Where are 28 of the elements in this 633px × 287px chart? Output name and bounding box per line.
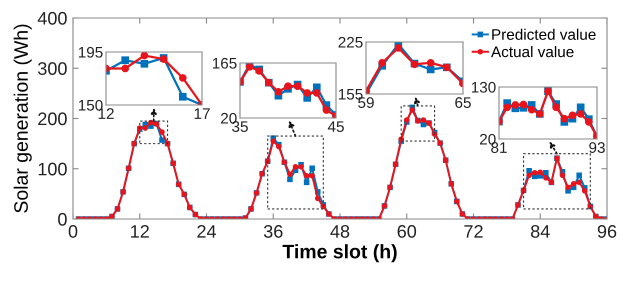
y-tick-label: 195 (78, 46, 103, 58)
x-tick-label: 65 (455, 97, 471, 108)
x-tick-label: 93 (589, 142, 605, 153)
y-tick-label: 200 (38, 112, 67, 126)
y-tick-label: 0 (58, 212, 67, 226)
y-tick-label: 130 (472, 82, 496, 93)
legend-label: Actual value (491, 46, 574, 58)
x-tick-label: 60 (398, 225, 416, 238)
legend-label: Predicted value (492, 28, 596, 40)
x-tick-label: 72 (464, 225, 483, 238)
y-tick-label: 100 (38, 162, 67, 176)
x-tick-label: 81 (491, 142, 507, 153)
x-tick-label: 12 (131, 225, 149, 238)
x-tick-label: 17 (194, 108, 210, 119)
x-tick-label: 24 (197, 225, 216, 238)
x-tick-label: 0 (68, 225, 78, 238)
y-tick-label: 400 (38, 12, 67, 25)
y-tick-label: 300 (38, 62, 67, 75)
y-axis-title: Solar generation (Wh) (14, 24, 32, 213)
y-tick-label: 225 (338, 36, 363, 48)
y-tick-label: 165 (212, 58, 237, 69)
x-tick-label: 84 (530, 225, 550, 238)
y-tick-label: 20 (480, 134, 496, 145)
x-tick-label: 36 (264, 225, 282, 238)
x-tick-label: 45 (328, 121, 344, 132)
x-tick-label: 96 (598, 225, 616, 238)
x-tick-label: 48 (330, 225, 350, 238)
x-axis-title: Time slot (h) (282, 244, 397, 262)
